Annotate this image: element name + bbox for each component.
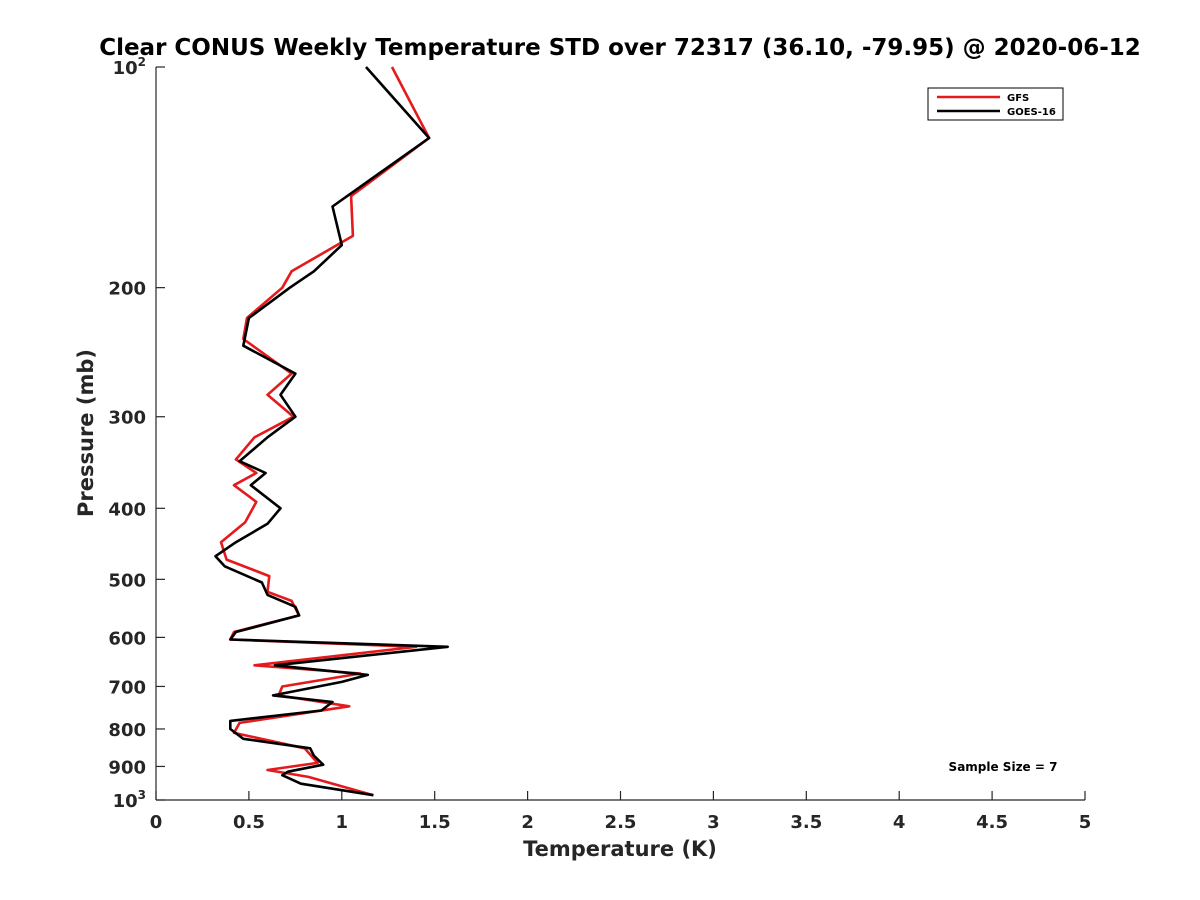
x-axis-label: Temperature (K) (523, 837, 717, 861)
y-tick-label: 400 (108, 499, 146, 520)
legend: GFS GOES-16 (927, 87, 1064, 121)
y-tick-label: 102 (113, 55, 146, 79)
x-tick-label: 5 (1079, 812, 1092, 833)
x-tick-label: 2 (521, 812, 534, 833)
chart-title: Clear CONUS Weekly Temperature STD over … (99, 35, 1141, 61)
x-tick-label: 2.5 (605, 812, 637, 833)
series-line-goes-16 (214, 66, 450, 797)
y-tick-label: 300 (108, 408, 146, 429)
legend-box (927, 87, 1064, 121)
series-line-gfs (219, 66, 431, 797)
y-axis-label: Pressure (mb) (74, 349, 98, 517)
y-tick-label: 500 (108, 570, 146, 591)
y-axis: 102 200 300 400 500 600 700 800 900 103 (108, 55, 165, 812)
x-axis: 0 0.5 1 1.5 2 2.5 3 3.5 4 4.5 5 (150, 791, 1092, 833)
y-tick-label: 700 (108, 677, 146, 698)
x-tick-label: 3.5 (790, 812, 822, 833)
legend-label-gfs: GFS (1007, 93, 1029, 104)
y-tick-label: 800 (108, 720, 146, 741)
x-tick-label: 4 (893, 812, 906, 833)
x-tick-label: 3 (707, 812, 720, 833)
x-tick-label: 1 (336, 812, 349, 833)
x-tick-label: 0.5 (233, 812, 265, 833)
y-tick-label: 900 (108, 757, 146, 778)
y-tick-label: 103 (113, 788, 146, 812)
series-lines (214, 66, 450, 797)
x-tick-label: 4.5 (976, 812, 1008, 833)
legend-label-goes-16: GOES-16 (1007, 107, 1056, 118)
y-tick-label: 200 (108, 279, 146, 300)
y-tick-label: 600 (108, 628, 146, 649)
sample-size-annotation: Sample Size = 7 (949, 760, 1058, 774)
x-tick-label: 0 (150, 812, 163, 833)
x-tick-label: 1.5 (419, 812, 451, 833)
